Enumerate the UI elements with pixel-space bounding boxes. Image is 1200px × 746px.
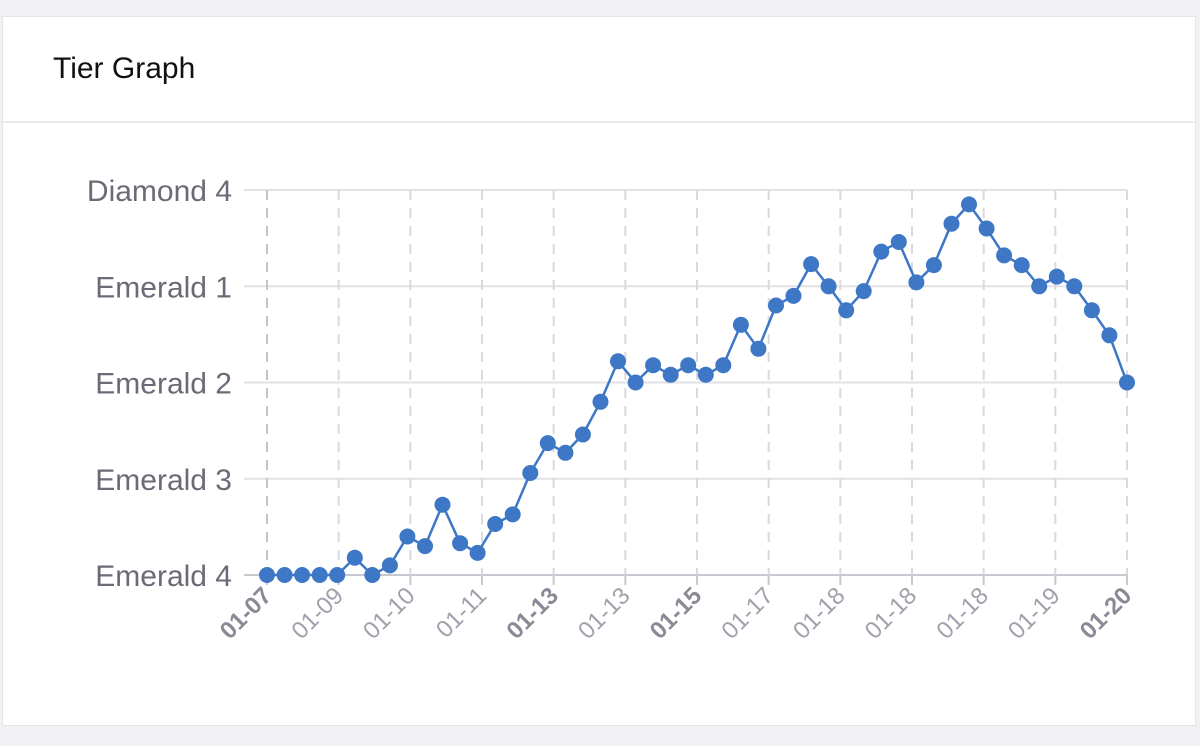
data-point	[1066, 278, 1083, 295]
data-point	[364, 567, 381, 583]
x-tick-label: 01-18	[860, 582, 923, 645]
data-point	[715, 357, 732, 374]
data-point	[645, 357, 662, 374]
data-point	[311, 567, 328, 583]
data-point	[750, 340, 767, 357]
data-point	[592, 393, 609, 410]
data-point	[697, 366, 714, 383]
data-point	[1031, 278, 1048, 295]
data-point	[434, 496, 451, 513]
data-point	[768, 297, 784, 314]
x-tick-label: 01-17	[716, 582, 779, 645]
data-point	[346, 549, 363, 566]
data-point	[294, 567, 311, 583]
data-point	[820, 278, 837, 295]
data-point	[961, 196, 977, 213]
x-tick-label: 01-19	[1003, 582, 1066, 645]
data-point	[329, 567, 346, 583]
data-point	[732, 316, 749, 333]
tier-graph-card: Tier Graph	[2, 16, 1196, 726]
data-point	[627, 374, 644, 391]
data-point	[803, 256, 820, 273]
data-point	[557, 444, 574, 461]
x-tick-label: 01-13	[501, 582, 564, 645]
data-point	[417, 538, 433, 555]
data-point	[873, 243, 890, 260]
y-tick-label: Emerald 4	[95, 560, 232, 593]
data-point	[469, 544, 486, 561]
y-tick-label: Diamond 4	[87, 175, 232, 208]
data-point	[574, 426, 591, 443]
data-point	[680, 357, 697, 374]
data-point	[610, 353, 626, 370]
data-point	[785, 287, 802, 304]
x-tick-label: 01-18	[931, 582, 994, 645]
x-tick-label: 01-09	[286, 582, 349, 645]
data-point	[522, 465, 539, 481]
data-point	[1101, 327, 1118, 344]
data-point	[1013, 257, 1030, 274]
data-point	[399, 528, 416, 545]
data-point	[1119, 374, 1135, 391]
data-point	[925, 257, 942, 274]
x-tick-label: 01-18	[788, 582, 851, 645]
data-point	[1048, 268, 1065, 285]
card-title: Tier Graph	[53, 52, 196, 85]
data-point	[539, 435, 556, 452]
data-point	[259, 567, 275, 583]
x-tick-label: 01-20	[1075, 582, 1138, 645]
data-point	[276, 567, 293, 583]
x-tick-label: 01-11	[431, 582, 492, 643]
x-tick-label: 01-15	[645, 582, 708, 645]
x-tick-label: 01-13	[573, 582, 636, 645]
data-point	[890, 234, 907, 250]
data-point	[504, 506, 521, 523]
y-tick-label: Emerald 2	[95, 368, 232, 401]
data-point	[908, 274, 925, 291]
data-point	[838, 302, 855, 319]
data-point	[996, 247, 1013, 264]
data-point	[452, 535, 469, 552]
data-point	[487, 516, 504, 532]
y-tick-label: Emerald 3	[95, 464, 232, 497]
card-header: Tier Graph	[3, 17, 1195, 123]
data-point	[1083, 302, 1100, 319]
x-tick-label: 01-10	[358, 582, 421, 645]
data-point	[381, 557, 398, 574]
data-point	[943, 215, 960, 232]
data-point	[662, 366, 679, 383]
data-point	[855, 283, 872, 300]
data-point	[978, 220, 995, 237]
y-tick-label: Emerald 1	[95, 271, 232, 304]
